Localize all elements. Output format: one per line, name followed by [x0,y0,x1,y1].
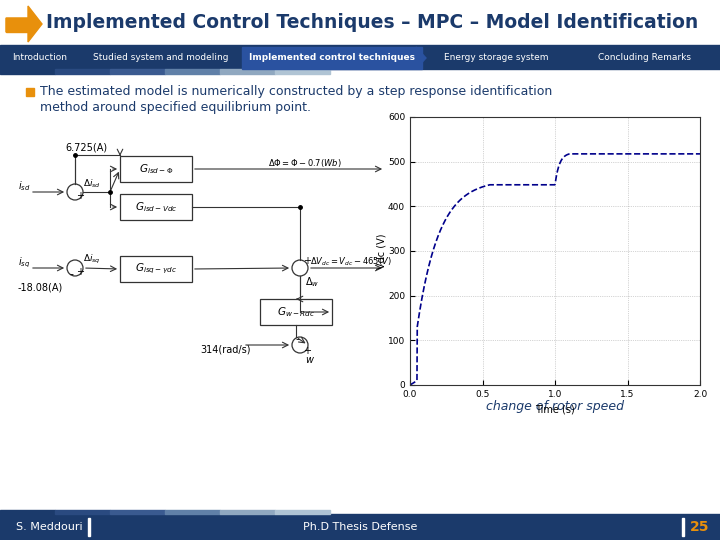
Text: +: + [303,346,311,356]
Text: change of rotor speed: change of rotor speed [486,400,624,413]
Bar [110,510,165,514]
Text: Concluding Remarks: Concluding Remarks [598,53,691,63]
Bar [55,69,110,74]
Bar [682,518,683,536]
Bar [0,0,720,46]
Circle shape [292,337,308,353]
Text: $\Delta i_{sq}$: $\Delta i_{sq}$ [83,253,101,267]
Bar [220,510,275,514]
Text: $G_{isq-\gamma dc}$: $G_{isq-\gamma dc}$ [135,262,177,276]
Bar [0,514,720,540]
Text: Introduction: Introduction [12,53,68,63]
Text: $i_{sq}$: $i_{sq}$ [18,255,30,270]
Bar [165,69,220,74]
Polygon shape [6,6,42,42]
Circle shape [67,260,83,276]
Bar [165,510,220,514]
Text: $i_{sd}$: $i_{sd}$ [18,179,30,193]
Circle shape [67,184,83,200]
Bar [120,156,192,182]
Text: Energy storage system: Energy storage system [444,53,548,63]
Text: The estimated model is numerically constructed by a step response identification: The estimated model is numerically const… [40,85,552,98]
Bar [120,256,192,282]
Text: -: - [69,269,73,279]
Text: method around specified equilibrium point.: method around specified equilibrium poin… [40,100,311,113]
Bar [55,510,110,514]
Text: Implemented Control Techniques – MPC – Model Identification: Implemented Control Techniques – MPC – M… [46,14,698,32]
Text: $G_{isd-\Phi}$: $G_{isd-\Phi}$ [139,162,174,176]
Text: +: + [76,191,84,201]
Bar [275,510,330,514]
Text: +: + [76,267,84,277]
Text: +: + [303,256,311,266]
Bar [220,69,275,74]
Bar [0,47,720,69]
Text: 25: 25 [690,520,710,534]
Bar [26,88,34,96]
Text: Implemented control techniques: Implemented control techniques [249,53,415,63]
Bar [0,45,720,47]
Y-axis label: Vdc (V): Vdc (V) [377,233,387,269]
Bar [275,69,330,74]
X-axis label: Time (s): Time (s) [535,404,575,414]
Text: $w$: $w$ [305,355,315,365]
Text: S. Meddouri: S. Meddouri [16,522,83,532]
Text: -18.08(A): -18.08(A) [18,282,63,292]
Text: Ph.D Thesis Defense: Ph.D Thesis Defense [303,522,417,532]
Circle shape [292,260,308,276]
Text: -: - [295,334,299,344]
Text: $\Delta V_{dc}=V_{dc}-465(V)$: $\Delta V_{dc}=V_{dc}-465(V)$ [310,256,392,268]
Bar [242,47,422,69]
Bar [120,194,192,220]
Text: $G_{w-Rdc}$: $G_{w-Rdc}$ [276,305,315,319]
Text: $G_{isd-Vdc}$: $G_{isd-Vdc}$ [135,200,177,214]
Bar [110,69,165,74]
Text: $\Delta\Phi=\Phi-0.7(Wb)$: $\Delta\Phi=\Phi-0.7(Wb)$ [268,157,341,169]
Text: 6.725(A): 6.725(A) [65,142,107,152]
Text: $\Delta_w$: $\Delta_w$ [305,275,319,289]
Bar [0,69,55,74]
Text: Studied system and modeling: Studied system and modeling [94,53,229,63]
Bar [6,18,28,32]
Bar [260,299,332,325]
Bar [0,510,55,514]
Polygon shape [416,47,426,69]
Text: $\Delta i_{sd}$: $\Delta i_{sd}$ [83,177,101,190]
Bar [88,518,89,536]
Text: 314(rad/s): 314(rad/s) [200,345,251,355]
